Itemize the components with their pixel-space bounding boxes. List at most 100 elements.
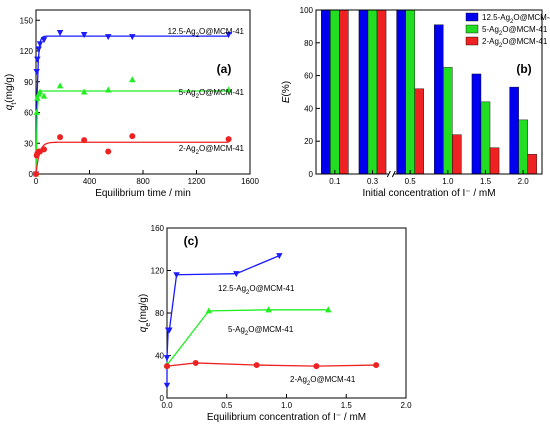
bar [471, 73, 482, 175]
y-tick-label: 60 [24, 109, 33, 118]
x-tick-label: 1200 [188, 177, 206, 186]
plot-frame [315, 9, 543, 175]
series-label: 12.5-Ag2O@MCM-41 [168, 27, 245, 39]
data-point [105, 86, 112, 93]
data-point [80, 32, 88, 39]
bar [367, 9, 378, 175]
data-point [192, 359, 199, 366]
x-tick-label: 0.5 [405, 177, 417, 186]
series: 12.5-Ag2O@MCM-41 [32, 27, 245, 178]
panel-label: (b) [516, 62, 531, 76]
panel-a: 0 400 800 1200 1600 0 30 60 90 120 150 Equilibrium … [4, 9, 259, 199]
data-point [253, 362, 260, 369]
data-point [36, 88, 44, 95]
data-point [41, 146, 48, 153]
data-point [80, 88, 88, 95]
bar [321, 9, 331, 175]
data-point [56, 29, 64, 37]
series: 12.5-Ag2O@MCM-41 [163, 253, 295, 389]
legend-swatch [465, 24, 479, 34]
fit-curve [35, 35, 229, 175]
x-tick-label: 0.5 [221, 401, 233, 410]
data-point [225, 32, 232, 39]
panel-label: (a) [217, 62, 232, 76]
bar [330, 9, 340, 175]
bar [480, 101, 491, 175]
x-tick-label: 0.1 [329, 177, 341, 186]
data-point [129, 34, 136, 41]
legend-swatch [465, 12, 479, 22]
data-point [313, 363, 320, 370]
y-tick-label: 60 [304, 72, 313, 81]
bar [405, 9, 415, 175]
bar [509, 86, 519, 175]
x-axis-title: Equilibrium time / min [95, 188, 191, 199]
x-tick-label: 800 [136, 177, 150, 186]
series-label: 2-Ag2O@MCM-41 [290, 375, 356, 387]
series-label: 2-Ag2O@MCM-41 [179, 144, 245, 156]
data-point [81, 137, 88, 144]
series: 5-Ag2O@MCM-41 [32, 76, 245, 177]
y-tick-label: 0 [309, 170, 314, 179]
data-point [265, 306, 272, 313]
data-point [325, 306, 332, 313]
data-point [56, 82, 64, 89]
axis-break-mark [386, 170, 391, 178]
y-axis-title: qe(mg/g) [138, 294, 152, 332]
data-point [205, 307, 213, 314]
data-point [129, 76, 136, 83]
data-point [105, 34, 112, 41]
y-tick-label: 80 [155, 309, 164, 318]
x-tick-label: 0.0 [161, 401, 173, 410]
y-axis-title: E(%) [281, 81, 292, 103]
y-tick-label: 40 [155, 352, 164, 361]
data-point [105, 148, 112, 155]
plot-frame [166, 227, 407, 399]
data-point [40, 37, 48, 44]
data-point [129, 133, 136, 140]
x-tick-label: 1.0 [281, 401, 293, 410]
legend-swatch [465, 36, 479, 46]
series: 5-Ag2O@MCM-41 [163, 306, 332, 368]
y-tick-label: 150 [20, 16, 34, 25]
y-tick-label: 160 [151, 224, 165, 233]
x-tick-label: 1600 [241, 177, 259, 186]
data-point [33, 171, 39, 177]
legend-entry: 2-Ag2O@MCM-41 [482, 37, 548, 49]
data-point [33, 68, 40, 76]
series-line [166, 309, 329, 366]
y-tick-label: 0 [29, 170, 34, 179]
x-tick-label: 400 [83, 177, 97, 186]
bar [443, 67, 453, 175]
axis-break-mark [391, 170, 396, 178]
series-label: 5-Ag2O@MCM-41 [228, 325, 294, 337]
legend-entry: 12.5-Ag2O@MCM-41 [482, 13, 550, 25]
bar [339, 9, 349, 175]
data-point [373, 362, 380, 369]
y-tick-label: 80 [304, 39, 313, 48]
y-tick-label: 0 [160, 394, 165, 403]
y-axis-title: qt(mg/g) [4, 74, 18, 110]
bar [489, 147, 500, 175]
bar [527, 154, 537, 175]
fit-curve [35, 141, 229, 175]
x-tick-label: 2.0 [518, 177, 530, 186]
y-tick-label: 40 [304, 104, 313, 113]
data-point [233, 271, 240, 278]
bar [396, 9, 406, 175]
x-tick-label: 1.5 [341, 401, 353, 410]
bar [414, 88, 424, 175]
x-tick-label: 0.3 [367, 177, 379, 186]
data-point [40, 92, 48, 99]
series-label: 5-Ag2O@MCM-41 [179, 88, 245, 100]
data-point [173, 272, 180, 279]
x-axis-title: Initial concentration of I⁻ / mM [362, 188, 495, 199]
y-tick-label: 120 [151, 267, 165, 276]
bar [358, 9, 369, 175]
bar [376, 9, 387, 175]
data-point [33, 108, 40, 116]
data-point [225, 136, 232, 143]
legend-entry: 5-Ag2O@MCM-41 [482, 25, 548, 37]
panel-c: 0.0 0.5 1.0 1.5 2.0 0 40 80 120 160 Equilibrium co… [138, 224, 412, 423]
